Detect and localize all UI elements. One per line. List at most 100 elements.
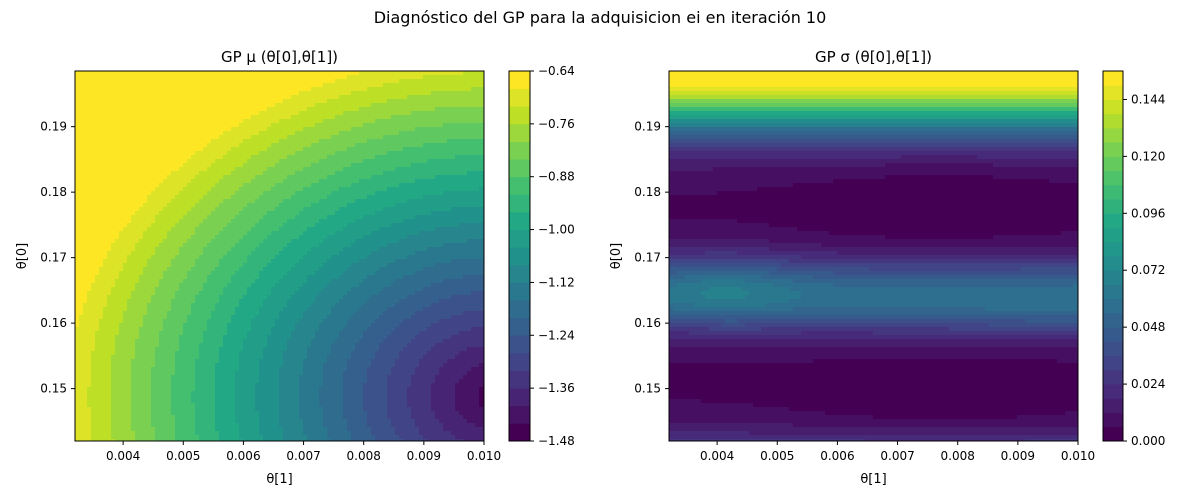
contour-cell: [475, 243, 479, 247]
contour-cell: [419, 143, 423, 147]
contour-cell: [175, 239, 179, 243]
contour-cell: [407, 99, 411, 103]
contour-cell: [215, 251, 219, 255]
contour-cell: [151, 115, 155, 119]
contour-cell: [243, 199, 247, 203]
contour-cell: [323, 107, 327, 111]
contour-cell: [299, 187, 303, 191]
contour-cell: [311, 171, 315, 175]
contour-cell: [239, 151, 243, 155]
contour-cell: [131, 131, 135, 135]
contour-cell: [147, 187, 151, 191]
contour-cell: [439, 259, 443, 263]
contour-cell: [319, 151, 323, 155]
contour-cell: [175, 211, 179, 215]
contour-cell: [415, 255, 419, 259]
contour-cell: [471, 227, 475, 231]
contour-cell: [199, 147, 203, 151]
contour-cell: [211, 91, 215, 95]
contour-cell: [351, 87, 355, 91]
contour-cell: [399, 115, 403, 119]
contour-cell: [251, 95, 255, 99]
contour-cell: [451, 219, 455, 223]
contour-cell: [239, 83, 243, 87]
contour-cell: [455, 91, 459, 95]
contour-cell: [319, 207, 323, 211]
contour-cell: [211, 135, 215, 139]
contour-cell: [75, 191, 79, 195]
contour-cell: [203, 167, 207, 171]
contour-cell: [95, 247, 99, 251]
contour-cell: [151, 191, 155, 195]
contour-cell: [415, 87, 419, 91]
contour-cell: [347, 227, 351, 231]
contour-cell: [191, 79, 195, 83]
contour-cell: [175, 259, 179, 263]
contour-cell: [467, 227, 471, 231]
contour-cell: [107, 71, 111, 75]
contour-cell: [123, 87, 127, 91]
contour-cell: [159, 91, 163, 95]
contour-cell: [463, 87, 467, 91]
contour-cell: [103, 211, 107, 215]
contour-cell: [127, 139, 131, 143]
contour-cell: [419, 195, 423, 199]
contour-cell: [459, 159, 463, 163]
contour-cell: [79, 255, 83, 259]
contour-cell: [219, 107, 223, 111]
contour-cell: [383, 251, 387, 255]
contour-cell: [259, 75, 263, 79]
contour-cell: [431, 151, 435, 155]
contour-cell: [115, 203, 119, 207]
contour-cell: [319, 223, 323, 227]
contour-cell: [295, 171, 299, 175]
contour-cell: [95, 99, 99, 103]
contour-cell: [287, 183, 291, 187]
contour-cell: [455, 119, 459, 123]
contour-cell: [167, 243, 171, 247]
contour-cell: [159, 179, 163, 183]
contour-cell: [343, 119, 347, 123]
contour-cell: [343, 151, 347, 155]
contour-cell: [87, 231, 91, 235]
contour-cell: [267, 115, 271, 119]
contour-cell: [171, 263, 175, 267]
contour-cell: [303, 107, 307, 111]
contour-cell: [171, 203, 175, 207]
contour-cell: [447, 183, 451, 187]
contour-cell: [119, 147, 123, 151]
contour-cell: [383, 175, 387, 179]
contour-cell: [99, 159, 103, 163]
contour-cell: [463, 71, 467, 75]
contour-cell: [351, 159, 355, 163]
contour-cell: [247, 115, 251, 119]
contour-cell: [223, 159, 227, 163]
contour-cell: [347, 159, 351, 163]
contour-cell: [423, 135, 427, 139]
contour-cell: [355, 195, 359, 199]
contour-cell: [271, 171, 275, 175]
contour-cell: [119, 91, 123, 95]
contour-cell: [147, 263, 151, 267]
contour-cell: [439, 167, 443, 171]
contour-cell: [115, 247, 119, 251]
contour-cell: [463, 203, 467, 207]
contour-cell: [95, 127, 99, 131]
contour-cell: [335, 119, 339, 123]
contour-cell: [391, 99, 395, 103]
contour-cell: [191, 227, 195, 231]
contour-cell: [107, 235, 111, 239]
contour-cell: [479, 247, 483, 251]
contour-cell: [311, 251, 315, 255]
contour-cell: [131, 263, 135, 267]
contour-cell: [371, 131, 375, 135]
contour-cell: [247, 131, 251, 135]
contour-cell: [223, 139, 227, 143]
contour-cell: [379, 195, 383, 199]
contour-cell: [423, 95, 427, 99]
contour-cell: [239, 191, 243, 195]
contour-cell: [79, 227, 83, 231]
contour-cell: [199, 159, 203, 163]
contour-cell: [103, 131, 107, 135]
contour-cell: [123, 103, 127, 107]
